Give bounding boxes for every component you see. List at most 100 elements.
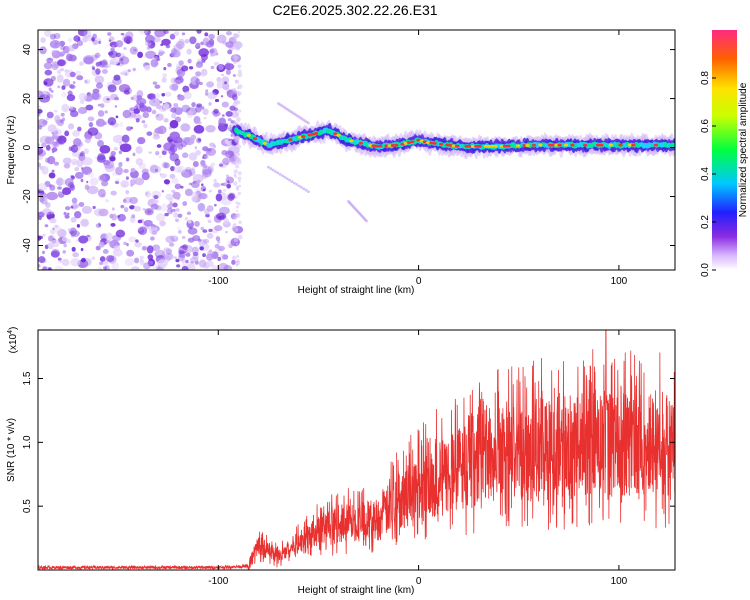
spectrogram-noise-speckle <box>202 108 209 116</box>
spectrogram-noise-speckle <box>180 185 184 189</box>
spectrogram-noise-speckle <box>233 60 237 65</box>
spectrogram-noise-speckle <box>225 230 228 234</box>
spectrogram-noise-speckle <box>48 235 54 242</box>
spectrogram-noise-speckle <box>228 243 233 248</box>
spectrogram-noise-speckle <box>193 124 205 134</box>
spectrogram-noise-speckle <box>195 42 201 47</box>
spectrogram-noise-speckle <box>56 59 66 67</box>
spectrogram-noise-speckle <box>38 264 41 268</box>
spectrogram-noise-speckle <box>207 91 217 100</box>
spectrogram-noise-speckle <box>45 144 51 151</box>
spectrogram-noise-speckle <box>190 134 197 141</box>
spectrogram-noise-speckle <box>150 58 159 68</box>
snr-y-tick-label: 1.0 <box>22 435 33 449</box>
colorbar-tick-label: 0.4 <box>700 167 711 181</box>
spectrogram-noise-speckle <box>42 266 48 270</box>
spectrogram-noise-speckle <box>195 61 204 68</box>
spectrogram-noise-speckle <box>235 79 238 83</box>
spectrogram-noise-speckle <box>114 96 119 101</box>
spectrogram-noise-speckle <box>76 40 84 47</box>
spectrogram-streak <box>307 190 310 194</box>
spectrogram-noise-speckle <box>231 259 236 265</box>
spectrogram-noise-speckle <box>183 91 192 100</box>
spectrogram-noise-speckle <box>99 173 111 182</box>
snr-y-ticks: 0.5 1.0 1.5 <box>22 371 675 513</box>
spectrogram-noise-speckle <box>153 54 160 60</box>
spectrogram-noise-speckle <box>128 115 133 119</box>
spectrogram-noise-speckle <box>202 238 210 244</box>
spectrogram-noise-speckle <box>235 164 240 169</box>
spectrogram-ridge-peak <box>547 143 553 147</box>
spectrogram-noise-speckle <box>47 124 57 133</box>
spectrogram-noise-speckle <box>102 173 111 182</box>
spectrogram-noise-speckle <box>120 180 130 188</box>
spectrogram-noise-speckle <box>154 127 164 134</box>
spectrogram-noise-speckle <box>177 213 183 218</box>
spectrogram-noise-speckle <box>98 241 105 248</box>
spectrogram-noise-speckle <box>48 172 56 179</box>
spectrogram-noise-speckle <box>97 188 106 198</box>
spectrogram-noise-speckle <box>71 175 75 180</box>
spectrogram-noise-speckle <box>152 134 161 140</box>
spectrogram-noise-speckle <box>134 241 143 248</box>
spectrogram-noise-speckle <box>236 143 239 146</box>
spectrogram-noise-speckle <box>224 139 229 145</box>
spectrogram-noise-speckle <box>235 113 239 116</box>
spectrogram-noise-speckle <box>98 266 102 270</box>
spectrogram-noise-speckle <box>73 35 81 42</box>
spectrogram-noise-speckle <box>213 182 221 188</box>
spectrogram-noise-speckle <box>236 117 241 122</box>
spectrogram-noise-speckle <box>69 84 74 89</box>
spectrogram-noise-speckle <box>206 253 214 261</box>
spectrogram-noise-speckle <box>51 142 58 148</box>
spectrogram-noise-speckle <box>237 171 242 176</box>
spectrogram-noise-speckle <box>221 101 230 108</box>
spectrogram-ridge-peak <box>486 144 492 148</box>
spectrogram-noise-speckle <box>65 206 71 211</box>
spectrogram-noise-speckle <box>54 115 61 123</box>
spectrogram-noise-speckle <box>125 176 129 180</box>
spectrogram-noise-speckle <box>62 45 70 54</box>
spectrogram-noise-speckle <box>160 43 164 47</box>
spectrogram-noise-speckle <box>235 263 239 267</box>
spectrogram-noise-speckle <box>152 81 158 85</box>
spectrogram-noise-speckle <box>195 104 202 113</box>
colorbar-tick-label: 0.0 <box>700 263 711 277</box>
spectrogram-noise-speckle <box>235 40 241 46</box>
spectrogram-noise-speckle <box>104 164 115 173</box>
spectrogram-noise-speckle <box>232 101 238 107</box>
spectrogram-noise-speckle <box>155 151 160 156</box>
spectrogram-ridge-peak <box>493 144 498 148</box>
spectrogram-noise-speckle <box>110 47 115 52</box>
spectrogram-noise-speckle <box>59 40 66 47</box>
spectrogram-noise-speckle <box>225 69 231 76</box>
spectrogram-noise-speckle <box>79 62 83 67</box>
spectrogram-noise-speckle <box>222 182 228 187</box>
spectrogram-ridge-peak <box>252 137 258 141</box>
spectrogram-noise-speckle <box>161 203 168 212</box>
spectrogram-noise-speckle <box>50 228 56 235</box>
spectrogram-noise-speckle <box>103 160 115 169</box>
spectrogram-noise-speckle <box>142 208 146 211</box>
spectrogram-noise-speckle <box>205 124 216 133</box>
spectrogram-noise-speckle <box>101 260 109 266</box>
spectrogram-noise-speckle <box>126 249 135 257</box>
colorbar-tick-label: 0.8 <box>700 71 711 85</box>
spectrogram-ridge-peak <box>432 141 437 145</box>
spectrogram-noise-speckle <box>237 72 243 78</box>
spectrogram-noise-speckle <box>231 93 238 101</box>
spectrogram-noise-speckle <box>81 157 93 166</box>
spectrogram-noise-speckle <box>75 70 82 76</box>
spectrogram-noise-speckle <box>77 126 82 132</box>
spectrogram-noise-speckle <box>62 78 71 87</box>
spectrogram-noise-speckle <box>236 144 242 149</box>
snr-scale-exponent: 4 <box>7 330 14 334</box>
spectrogram-streak <box>295 183 299 186</box>
spectrogram-ridge-peak <box>313 132 319 135</box>
spectrogram-noise-speckle <box>46 57 54 64</box>
spectrogram-noise-speckle <box>76 159 84 168</box>
spectrogram-noise-speckle <box>142 112 150 119</box>
spectrogram-noise-speckle <box>222 157 230 165</box>
spectrogram-ridge-peak <box>384 144 389 148</box>
spectrogram-streak <box>271 168 275 172</box>
